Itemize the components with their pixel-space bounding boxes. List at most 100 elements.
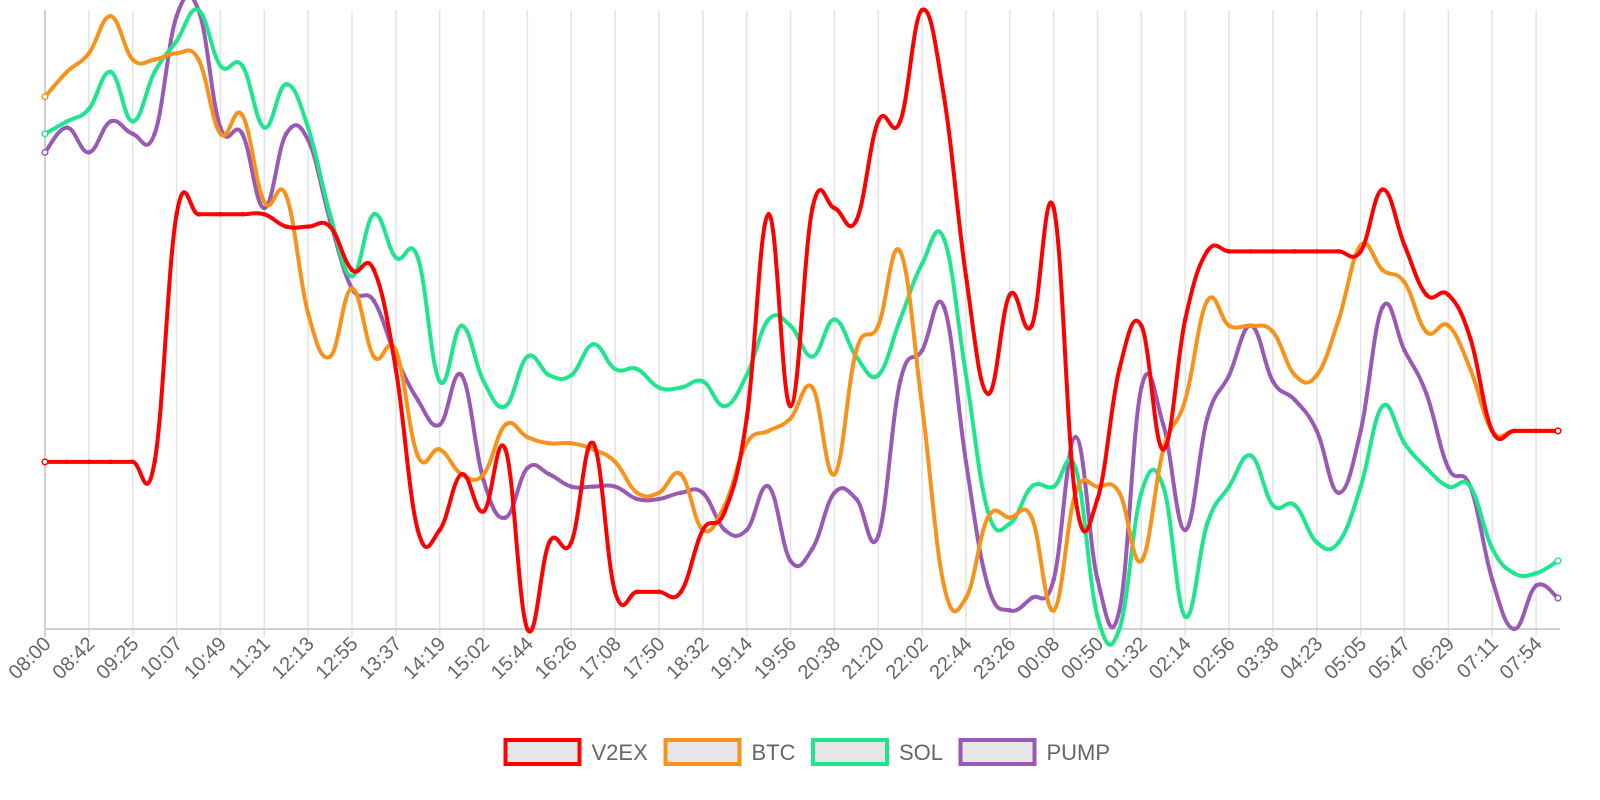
x-tick-label: 20:38	[794, 633, 845, 684]
x-tick-label: 05:05	[1320, 633, 1371, 684]
data-point-v2ex	[875, 119, 881, 124]
data-point-v2ex	[985, 391, 991, 397]
data-point-v2ex	[1358, 249, 1363, 254]
data-point-pump	[1051, 577, 1056, 582]
data-point-v2ex	[722, 509, 728, 514]
data-point-btc	[612, 459, 618, 465]
data-point-pump	[86, 150, 92, 155]
data-point-btc	[854, 348, 859, 353]
data-point-v2ex	[919, 7, 925, 13]
data-point-btc	[875, 323, 881, 328]
legend-item-v2ex[interactable]: V2EX	[503, 738, 649, 766]
data-point-sol	[547, 372, 552, 378]
x-tick-label: 17:50	[619, 633, 670, 684]
legend-item-sol[interactable]: SOL	[811, 738, 943, 766]
data-point-btc	[832, 471, 837, 477]
data-point-v2ex	[459, 471, 464, 477]
data-point-sol	[1117, 626, 1122, 632]
data-point-btc	[1380, 267, 1385, 273]
data-point-pump	[1182, 527, 1188, 533]
data-point-sol	[1358, 484, 1363, 489]
data-point-pump	[897, 379, 903, 384]
data-point-pump	[240, 131, 245, 137]
data-point-v2ex	[1336, 249, 1342, 254]
legend-label-btc: BTC	[752, 740, 796, 765]
data-point-v2ex	[1489, 428, 1495, 434]
data-point-pump	[415, 397, 421, 403]
data-point-v2ex	[1248, 249, 1254, 254]
data-point-v2ex	[547, 540, 552, 545]
data-point-sol	[108, 69, 114, 75]
data-point-sol	[305, 125, 311, 130]
data-point-btc	[810, 385, 815, 390]
data-point-v2ex	[415, 527, 421, 533]
x-tick-label: 05:47	[1364, 633, 1415, 684]
data-point-v2ex	[766, 211, 771, 217]
data-point-sol	[1051, 484, 1056, 489]
data-point-pump	[1358, 428, 1363, 434]
data-point-sol	[1292, 502, 1298, 508]
legend-swatch-v2ex	[503, 738, 582, 766]
data-point-pump	[722, 527, 728, 533]
data-point-v2ex	[1007, 292, 1013, 298]
data-point-sol	[1489, 546, 1495, 551]
data-point-v2ex	[1292, 249, 1298, 254]
legend-swatch-sol	[811, 738, 889, 766]
data-point-pump	[1446, 465, 1451, 471]
data-point-pump	[590, 484, 596, 489]
x-tick-label: 02:14	[1145, 633, 1196, 684]
x-tick-label: 15:44	[487, 633, 538, 684]
data-point-pump	[1270, 379, 1276, 384]
data-point-v2ex	[174, 211, 179, 217]
data-point-sol	[218, 63, 223, 69]
x-tick-label: 07:54	[1496, 633, 1547, 684]
data-point-pump	[1533, 583, 1539, 588]
data-point-sol	[700, 379, 706, 384]
data-point-sol	[1161, 484, 1166, 489]
data-point-sol	[459, 323, 464, 328]
data-point-pump	[634, 496, 640, 502]
data-point-sol	[1533, 570, 1539, 576]
data-point-btc	[86, 51, 92, 56]
data-point-sol	[897, 317, 903, 322]
data-point-sol	[1182, 614, 1188, 619]
data-point-pump	[503, 515, 508, 520]
data-point-pump	[459, 372, 464, 378]
series-line-btc	[43, 14, 1560, 614]
data-point-pump	[568, 484, 574, 489]
data-point-pump	[1117, 608, 1122, 613]
data-point-v2ex	[634, 589, 640, 595]
data-point-sol	[810, 354, 815, 359]
data-point-pump	[941, 304, 947, 310]
data-point-sol	[963, 372, 969, 378]
data-point-btc	[1182, 397, 1188, 403]
legend[interactable]: V2EX BTC SOL PUMP	[503, 738, 1111, 766]
series-pump	[41, 0, 1562, 632]
data-point-pump	[963, 459, 969, 465]
data-point-btc	[897, 249, 903, 254]
data-point-v2ex	[1226, 249, 1232, 254]
data-point-btc	[985, 515, 991, 520]
data-point-v2ex	[612, 589, 618, 595]
data-point-btc	[349, 286, 355, 291]
data-point-btc	[525, 434, 530, 440]
data-point-v2ex	[393, 366, 399, 372]
legend-item-pump[interactable]: PUMP	[958, 738, 1111, 766]
data-point-v2ex	[1446, 292, 1451, 298]
legend-item-btc[interactable]: BTC	[663, 738, 796, 766]
data-point-sol	[875, 372, 881, 378]
series-lines	[41, 0, 1562, 647]
data-point-v2ex	[261, 211, 267, 217]
data-point-sol	[1424, 465, 1429, 471]
x-tick-label: 23:26	[969, 633, 1020, 684]
data-point-btc	[1029, 515, 1035, 520]
data-point-v2ex	[1270, 249, 1276, 254]
data-point-pump	[1489, 577, 1495, 582]
data-point-sol	[919, 261, 925, 267]
data-point-pump	[744, 527, 749, 533]
data-point-btc	[744, 441, 749, 446]
data-point-v2ex	[568, 540, 574, 545]
data-point-btc	[218, 131, 223, 137]
x-tick-label: 12:13	[268, 633, 319, 684]
x-tick-label: 13:37	[355, 633, 406, 684]
